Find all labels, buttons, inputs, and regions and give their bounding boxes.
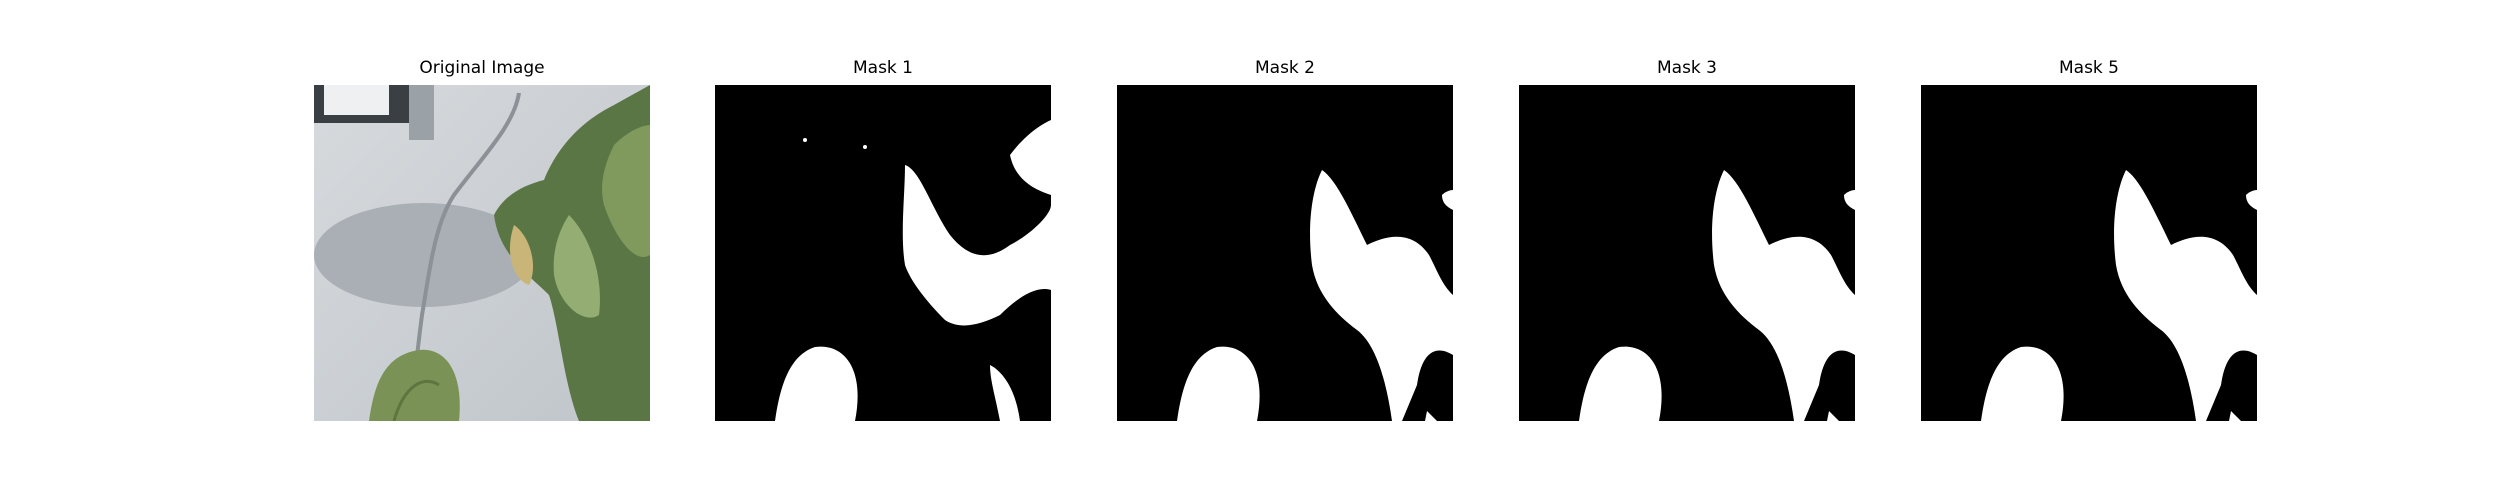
mask-image — [1921, 85, 2257, 421]
panel-title: Mask 1 — [852, 58, 913, 78]
panel-title: Mask 3 — [1656, 58, 1717, 78]
panel-title: Mask 5 — [2058, 58, 2119, 78]
mask-image — [1117, 85, 1453, 421]
original-photo — [314, 85, 650, 421]
panel-title: Original Image — [419, 58, 545, 78]
panel-title: Mask 2 — [1254, 58, 1315, 78]
mask-image — [715, 85, 1051, 421]
mask-image — [1519, 85, 1855, 421]
